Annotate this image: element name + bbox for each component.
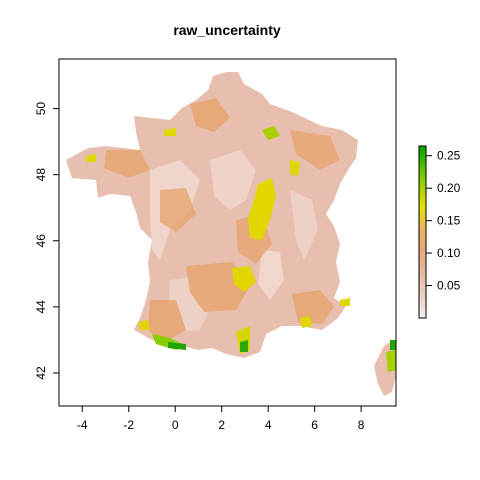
high-uncertainty-zone bbox=[290, 160, 300, 176]
orange-zone bbox=[292, 290, 334, 324]
high-uncertainty-zone bbox=[248, 178, 276, 240]
y-tick-label: 46 bbox=[34, 234, 48, 248]
high-uncertainty-zone bbox=[390, 340, 396, 350]
high-uncertainty-zone bbox=[262, 126, 280, 140]
x-tick-label: 6 bbox=[311, 418, 318, 432]
legend-tick-label: 0.05 bbox=[437, 279, 461, 293]
map-raster bbox=[66, 72, 396, 396]
legend-tick-label: 0.15 bbox=[437, 214, 461, 228]
orange-zone bbox=[104, 150, 150, 178]
high-uncertainty-zone bbox=[340, 298, 350, 306]
plot-frame bbox=[58, 58, 397, 407]
orange-zone bbox=[190, 98, 230, 132]
x-tick-label: 0 bbox=[172, 418, 179, 432]
high-uncertainty-zone bbox=[386, 350, 396, 372]
orange-zone bbox=[160, 188, 196, 232]
x-tick-label: -4 bbox=[77, 418, 88, 432]
map-title: raw_uncertainty bbox=[173, 22, 281, 38]
high-uncertainty-zone bbox=[300, 316, 312, 328]
x-tick-label: -2 bbox=[123, 418, 134, 432]
orange-zone bbox=[290, 130, 340, 170]
pale-zone bbox=[258, 250, 284, 300]
legend-tick-label: 0.10 bbox=[437, 246, 461, 260]
legend-tick-label: 0.25 bbox=[437, 149, 461, 163]
x-tick-label: 2 bbox=[218, 418, 225, 432]
color-legend: 0.05 0.10 0.15 0.20 0.25 bbox=[418, 145, 461, 319]
x-tick-label: 8 bbox=[358, 418, 365, 432]
x-tick-label: 4 bbox=[265, 418, 272, 432]
orange-zone bbox=[148, 300, 186, 342]
y-tick-label: 42 bbox=[34, 366, 48, 380]
y-tick-label: 44 bbox=[34, 300, 48, 314]
pale-zone bbox=[290, 190, 318, 260]
mainland-france-shape bbox=[66, 72, 358, 358]
y-tick-label: 50 bbox=[34, 102, 48, 116]
high-uncertainty-zone bbox=[232, 266, 256, 292]
legend-ticks: 0.05 0.10 0.15 0.20 0.25 bbox=[426, 149, 461, 293]
high-uncertainty-zone bbox=[168, 342, 186, 350]
high-uncertainty-zone bbox=[164, 128, 176, 136]
legend-tick-label: 0.20 bbox=[437, 181, 461, 195]
x-axis: -4 -2 0 2 4 6 8 bbox=[77, 406, 365, 432]
pale-zone bbox=[210, 150, 256, 210]
y-tick-label: 48 bbox=[34, 168, 48, 182]
high-uncertainty-zone bbox=[138, 320, 150, 330]
high-uncertainty-zone bbox=[240, 340, 248, 352]
legend-color-bar bbox=[418, 145, 427, 319]
y-axis: 42 44 46 48 50 bbox=[34, 102, 59, 380]
high-uncertainty-zone bbox=[86, 154, 96, 162]
